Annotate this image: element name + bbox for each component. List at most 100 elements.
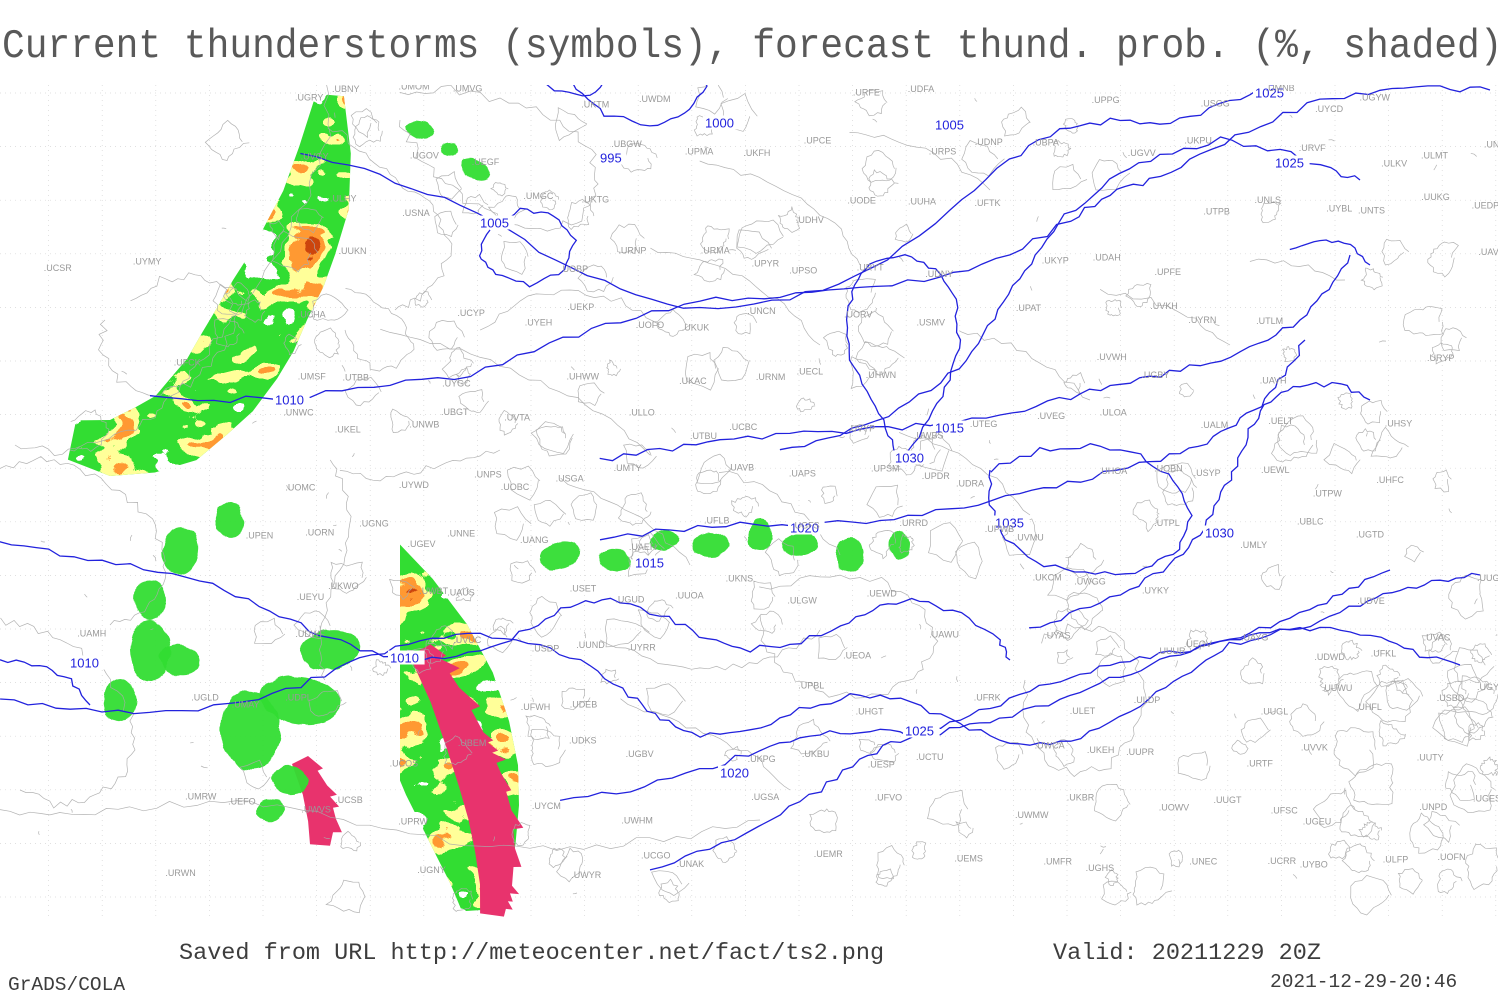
svg-text:.UGNG: .UGNG	[359, 519, 389, 529]
svg-text:.UHFC: .UHFC	[1376, 475, 1404, 485]
svg-text:.UHWW: .UHWW	[567, 372, 600, 382]
svg-text:.UVEG: .UVEG	[1037, 411, 1065, 421]
svg-text:.UCSB: .UCSB	[335, 795, 363, 805]
svg-text:1020: 1020	[720, 766, 749, 781]
svg-text:.UWMW: .UWMW	[1015, 810, 1049, 820]
svg-text:.UNPD: .UNPD	[1419, 802, 1448, 812]
svg-text:.UFCK: .UFCK	[174, 357, 201, 367]
svg-text:1005: 1005	[480, 216, 509, 231]
svg-text:.UHFL: .UHFL	[1356, 702, 1382, 712]
svg-text:.UESP: .UESP	[868, 760, 895, 770]
svg-text:.UGTD: .UGTD	[1356, 530, 1384, 540]
svg-text:.UHWN: .UHWN	[866, 370, 897, 380]
svg-text:.UPAT: .UPAT	[1016, 303, 1042, 313]
svg-text:.UFRK: .UFRK	[974, 692, 1001, 702]
svg-text:.UODE: .UODE	[847, 196, 876, 206]
svg-text:.UYCM: .UYCM	[532, 801, 561, 811]
svg-text:.UTEG: .UTEG	[970, 419, 998, 429]
svg-text:.UCOS: .UCOS	[390, 759, 419, 769]
svg-text:.UFKL: .UFKL	[1371, 649, 1397, 659]
svg-text:.UORV: .UORV	[844, 310, 872, 320]
svg-text:.UECL: .UECL	[797, 367, 824, 377]
svg-text:.UPPG: .UPPG	[1092, 95, 1120, 105]
svg-text:.UGBV: .UGBV	[626, 749, 654, 759]
svg-text:.UVGY: .UVGY	[301, 152, 329, 162]
svg-text:.ULGW: .ULGW	[787, 595, 817, 605]
svg-text:.UTBU: .UTBU	[690, 431, 717, 441]
svg-text:.UMFR: .UMFR	[1044, 856, 1073, 866]
svg-text:.UGRY: .UGRY	[295, 93, 323, 103]
svg-text:.UEKP: .UEKP	[567, 302, 594, 312]
svg-text:.UEDP: .UEDP	[1472, 200, 1498, 210]
svg-text:.URVF: .URVF	[1299, 143, 1326, 153]
svg-text:.UDVE: .UDVE	[1357, 596, 1385, 606]
svg-text:1010: 1010	[70, 656, 99, 671]
svg-text:995: 995	[600, 151, 622, 166]
svg-text:.UKPU: .UKPU	[1184, 136, 1212, 146]
svg-text:.UCSR: .UCSR	[44, 263, 73, 273]
svg-text:.UDAH: .UDAH	[1093, 253, 1121, 263]
svg-text:.UUGL: .UUGL	[1261, 706, 1289, 716]
svg-text:.UGFS: .UGFS	[792, 520, 820, 530]
svg-text:.UBLC: .UBLC	[1297, 516, 1324, 526]
svg-text:.UTPW: .UTPW	[1313, 489, 1343, 499]
svg-text:.UVAC: .UVAC	[1424, 633, 1451, 643]
svg-text:.UKCM: .UKCM	[1033, 573, 1062, 583]
svg-text:.UGHS: .UGHS	[1086, 863, 1115, 873]
svg-text:.UEOA: .UEOA	[843, 650, 871, 660]
svg-text:.UEWD: .UEWD	[867, 589, 897, 599]
svg-text:.UUKN: .UUKN	[339, 246, 367, 256]
svg-text:.URMA: .URMA	[701, 246, 730, 256]
svg-text:.UMRW: .UMRW	[185, 792, 217, 802]
svg-text:.UFLB: .UFLB	[704, 516, 730, 526]
svg-text:.UNAK: .UNAK	[677, 859, 705, 869]
svg-text:.UCYP: .UCYP	[457, 308, 485, 318]
svg-text:1015: 1015	[635, 556, 664, 571]
svg-text:.ULKV: .ULKV	[1381, 159, 1407, 169]
svg-text:.UCRR: .UCRR	[1268, 856, 1297, 866]
svg-text:.UMOM: .UMOM	[399, 85, 430, 92]
svg-text:.UNCN: .UNCN	[747, 306, 776, 316]
svg-text:.UGOV: .UGOV	[410, 150, 439, 160]
svg-text:.UPWB: .UPWB	[985, 524, 1015, 534]
svg-text:.URFE: .URFE	[853, 87, 880, 97]
svg-text:.UAVH: .UAVH	[1260, 376, 1287, 386]
svg-text:.UHOA: .UHOA	[1099, 466, 1128, 476]
svg-text:.UHSY: .UHSY	[1385, 419, 1413, 429]
svg-text:.ULOA: .ULOA	[1100, 407, 1127, 417]
svg-text:.UNTS: .UNTS	[1358, 206, 1385, 216]
svg-text:.URRD: .URRD	[900, 518, 929, 528]
svg-text:.UYWD: .UYWD	[399, 480, 429, 490]
svg-text:.UNWC: .UNWC	[283, 408, 314, 418]
svg-text:.USMV: .USMV	[917, 317, 946, 327]
svg-text:.UKUK: .UKUK	[682, 323, 710, 333]
svg-text:.UCGO: .UCGO	[641, 851, 671, 861]
svg-text:.UTPL: .UTPL	[1154, 518, 1180, 528]
svg-text:.UOBP: .UOBP	[560, 264, 588, 274]
svg-text:.UPRW: .UPRW	[398, 817, 428, 827]
svg-text:.UEMS: .UEMS	[954, 853, 983, 863]
svg-text:.UGLD: .UGLD	[191, 692, 219, 702]
svg-text:.USDP: .USDP	[532, 644, 560, 654]
svg-text:.UEMR: .UEMR	[814, 849, 844, 859]
svg-text:.ULLO: .ULLO	[629, 407, 655, 417]
svg-text:.UKEH: .UKEH	[1087, 745, 1115, 755]
svg-text:.ULMT: .ULMT	[1421, 151, 1449, 161]
svg-text:.UYKY: .UYKY	[1142, 585, 1169, 595]
svg-text:.UBNY: .UBNY	[332, 85, 360, 94]
svg-text:.UHGT: .UHGT	[856, 707, 885, 717]
svg-text:.UPDR: .UPDR	[922, 471, 951, 481]
svg-text:.URNP: .URNP	[618, 246, 646, 256]
svg-text:.USNA: .USNA	[402, 208, 430, 218]
svg-text:.UORN: .UORN	[305, 528, 334, 538]
svg-text:.UBGT: .UBGT	[441, 407, 469, 417]
svg-text:.UNPS: .UNPS	[474, 469, 502, 479]
svg-text:.UEGF: .UEGF	[472, 157, 500, 167]
svg-text:.UYBL: .UYBL	[1326, 204, 1352, 214]
svg-text:.UEFO: .UEFO	[228, 797, 256, 807]
svg-text:.ULFP: .ULFP	[1383, 855, 1409, 865]
svg-text:.UMAY: .UMAY	[232, 699, 260, 709]
svg-text:.UWDM: .UWDM	[639, 94, 671, 104]
svg-text:.UWHM: .UWHM	[621, 815, 653, 825]
svg-text:.UPYR: .UPYR	[752, 259, 780, 269]
